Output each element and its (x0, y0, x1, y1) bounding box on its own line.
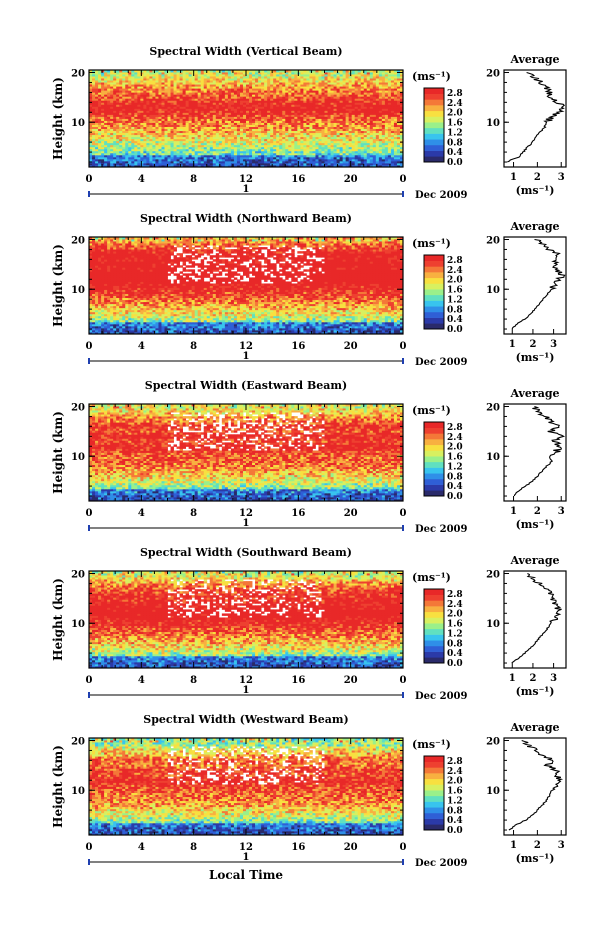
figure-canvas: Spectral Width (Vertical Beam)1020Height… (0, 0, 616, 929)
heatmap (89, 70, 403, 167)
panel-1: Spectral Width (Vertical Beam)1020Height… (51, 45, 566, 201)
y-tick-label: 10 (71, 118, 85, 129)
panel-title: Spectral Width (Vertical Beam) (149, 45, 342, 58)
